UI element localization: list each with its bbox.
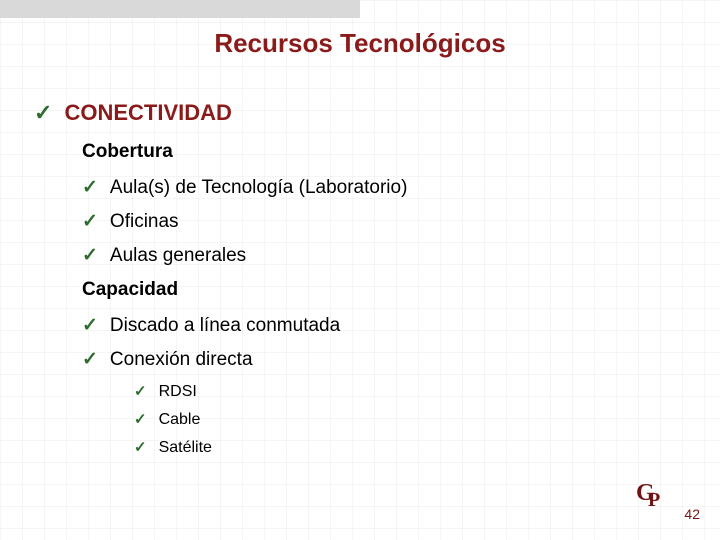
check-icon: ✓ bbox=[134, 411, 147, 428]
check-icon: ✓ bbox=[82, 177, 98, 199]
check-icon: ✓ bbox=[82, 349, 98, 371]
check-icon: ✓ bbox=[82, 211, 98, 233]
list-item-text: Discado a línea conmutada bbox=[110, 315, 690, 337]
group-heading: Capacidad bbox=[82, 279, 690, 301]
slide-title: Recursos Tecnológicos bbox=[0, 28, 720, 59]
check-icon: ✓ bbox=[134, 383, 147, 400]
group-heading: Cobertura bbox=[82, 141, 690, 163]
list-item-text: Conexión directa bbox=[110, 349, 690, 371]
sublist-item: ✓ Cable bbox=[134, 411, 690, 429]
list-item: ✓ Aulas generales bbox=[82, 245, 690, 267]
list-item-text: Aulas generales bbox=[110, 245, 690, 267]
check-icon: ✓ bbox=[82, 315, 98, 337]
list-item-text: Aula(s) de Tecnología (Laboratorio) bbox=[110, 177, 690, 199]
slide-content: ✓ CONECTIVIDAD Cobertura ✓ Aula(s) de Te… bbox=[34, 100, 690, 468]
check-icon: ✓ bbox=[134, 439, 147, 456]
header-bar bbox=[0, 0, 360, 18]
list-item-text: Oficinas bbox=[110, 211, 690, 233]
sublist-item-text: RDSI bbox=[159, 383, 690, 401]
brand-logo: G P bbox=[632, 474, 666, 510]
section-heading-row: ✓ CONECTIVIDAD bbox=[34, 100, 690, 125]
page-number: 42 bbox=[684, 506, 700, 522]
list-item: ✓ Oficinas bbox=[82, 211, 690, 233]
list-item: ✓ Aula(s) de Tecnología (Laboratorio) bbox=[82, 177, 690, 199]
check-icon: ✓ bbox=[82, 245, 98, 267]
sublist-item-text: Cable bbox=[159, 411, 690, 429]
sublist-item: ✓ Satélite bbox=[134, 439, 690, 457]
sublist-item: ✓ RDSI bbox=[134, 383, 690, 401]
section-heading: CONECTIVIDAD bbox=[64, 100, 690, 125]
list-item: ✓ Discado a línea conmutada bbox=[82, 315, 690, 337]
list-item: ✓ Conexión directa bbox=[82, 349, 690, 371]
sublist-item-text: Satélite bbox=[159, 439, 690, 457]
logo-letter-p: P bbox=[648, 489, 660, 510]
slide-title-text: Recursos Tecnológicos bbox=[214, 28, 505, 58]
check-icon: ✓ bbox=[34, 100, 52, 125]
